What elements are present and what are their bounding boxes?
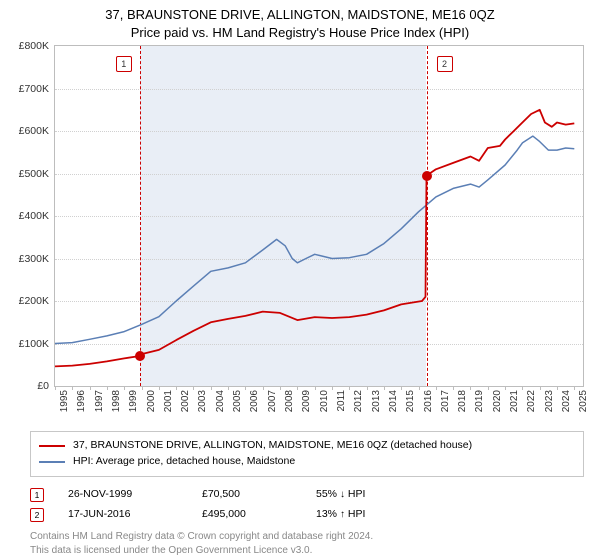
- sale-dot: [422, 171, 432, 181]
- x-axis-label: 1999: [128, 390, 139, 412]
- x-axis-label: 1997: [94, 390, 105, 412]
- x-axis-label: 2018: [457, 390, 468, 412]
- x-axis-label: 2022: [526, 390, 537, 412]
- sales-table: 1 26-NOV-1999 £70,500 55% ↓ HPI 2 17-JUN-2016…: [30, 485, 584, 525]
- x-axis-label: 2009: [301, 390, 312, 412]
- x-axis-label: 2013: [371, 390, 382, 412]
- sale-pct: 55% ↓ HPI: [316, 485, 365, 505]
- x-axis-label: 2002: [180, 390, 191, 412]
- x-axis-label: 2016: [423, 390, 434, 412]
- legend-swatch-hpi: [39, 461, 65, 463]
- sale-marker: 1: [30, 488, 44, 502]
- y-axis-label: £200K: [19, 295, 49, 307]
- x-axis-label: 2017: [440, 390, 451, 412]
- x-axis-label: 2008: [284, 390, 295, 412]
- event-marker: 1: [116, 56, 132, 72]
- x-axis-label: 2003: [197, 390, 208, 412]
- x-axis-label: 2023: [544, 390, 555, 412]
- y-axis-label: £100K: [19, 338, 49, 350]
- x-axis-label: 2019: [474, 390, 485, 412]
- x-axis-label: 2011: [336, 390, 347, 412]
- x-axis-label: 2006: [249, 390, 260, 412]
- sale-dot: [135, 351, 145, 361]
- x-axis-label: 2014: [388, 390, 399, 412]
- copyright: Contains HM Land Registry data © Crown c…: [30, 530, 584, 557]
- y-axis-label: £600K: [19, 125, 49, 137]
- legend-label-paid: 37, BRAUNSTONE DRIVE, ALLINGTON, MAIDSTO…: [73, 438, 472, 454]
- x-axis-label: 2012: [353, 390, 364, 412]
- x-axis-label: 1998: [111, 390, 122, 412]
- sale-date: 26-NOV-1999: [68, 485, 178, 505]
- sale-row: 2 17-JUN-2016 £495,000 13% ↑ HPI: [30, 505, 584, 525]
- sale-row: 1 26-NOV-1999 £70,500 55% ↓ HPI: [30, 485, 584, 505]
- legend-label-hpi: HPI: Average price, detached house, Maid…: [73, 454, 295, 470]
- y-axis-label: £400K: [19, 210, 49, 222]
- x-axis-label: 2001: [163, 390, 174, 412]
- legend-row-paid: 37, BRAUNSTONE DRIVE, ALLINGTON, MAIDSTO…: [39, 438, 575, 454]
- legend-row-hpi: HPI: Average price, detached house, Maid…: [39, 454, 575, 470]
- x-axis-label: 2000: [146, 390, 157, 412]
- sale-price: £70,500: [202, 485, 292, 505]
- x-axis-label: 2025: [578, 390, 589, 412]
- copyright-line-1: Contains HM Land Registry data © Crown c…: [30, 530, 584, 544]
- x-axis-label: 1995: [59, 390, 70, 412]
- sale-marker: 2: [30, 508, 44, 522]
- x-axis-label: 2005: [232, 390, 243, 412]
- chart-lines-svg: [55, 46, 583, 386]
- title-line-2: Price paid vs. HM Land Registry's House …: [131, 25, 469, 40]
- x-axis-label: 2021: [509, 390, 520, 412]
- y-axis-label: £300K: [19, 253, 49, 265]
- x-axis-label: 2024: [561, 390, 572, 412]
- sale-pct: 13% ↑ HPI: [316, 505, 365, 525]
- y-axis-label: £0: [37, 380, 49, 392]
- x-axis-label: 2010: [319, 390, 330, 412]
- legend-swatch-paid: [39, 445, 65, 447]
- x-axis-label: 2004: [215, 390, 226, 412]
- copyright-line-2: This data is licensed under the Open Gov…: [30, 544, 584, 558]
- event-marker: 2: [437, 56, 453, 72]
- y-axis-label: £500K: [19, 168, 49, 180]
- title-line-1: 37, BRAUNSTONE DRIVE, ALLINGTON, MAIDSTO…: [0, 6, 600, 24]
- x-axis-label: 1996: [76, 390, 87, 412]
- sale-date: 17-JUN-2016: [68, 505, 178, 525]
- x-axis-label: 2020: [492, 390, 503, 412]
- legend-box: 37, BRAUNSTONE DRIVE, ALLINGTON, MAIDSTO…: [30, 431, 584, 477]
- x-axis-label: 2015: [405, 390, 416, 412]
- y-axis-label: £700K: [19, 83, 49, 95]
- chart-plot-area: £0£100K£200K£300K£400K£500K£600K£700K£80…: [54, 45, 584, 387]
- x-axis-label: 2007: [267, 390, 278, 412]
- chart-title: 37, BRAUNSTONE DRIVE, ALLINGTON, MAIDSTO…: [0, 0, 600, 41]
- y-axis-label: £800K: [19, 40, 49, 52]
- sale-price: £495,000: [202, 505, 292, 525]
